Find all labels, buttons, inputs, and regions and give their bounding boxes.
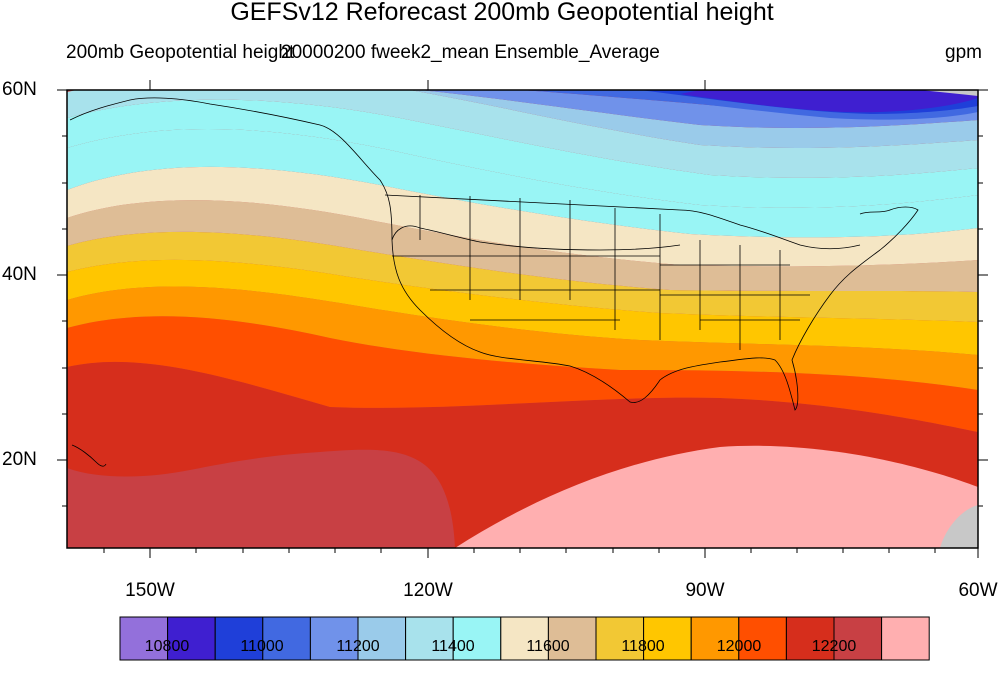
map-frame	[66, 89, 979, 549]
colorbar-tick-label: 11200	[336, 638, 380, 655]
colorbar-swatch	[214, 616, 264, 661]
band-11600	[67, 166, 978, 267]
band-11300	[67, 90, 978, 178]
band-12300-overlay	[455, 445, 978, 548]
band-11400	[67, 99, 978, 208]
colorbar-swatch	[785, 616, 835, 661]
band-12000	[67, 286, 978, 390]
colorbar-swatch	[405, 616, 454, 661]
colorbar-tick-label: 12200	[811, 638, 857, 655]
lon-label-90w: 90W	[685, 580, 725, 601]
run-subtitle: 20000200 fweek2_mean Ensemble_Average	[281, 42, 660, 63]
colorbar-swatch	[738, 616, 787, 661]
colorbar-tick-label: 11400	[431, 638, 475, 655]
lon-label-120w: 120W	[403, 580, 453, 601]
variable-subtitle: 200mb Geopotential height	[66, 42, 295, 63]
colorbar-swatch	[500, 616, 549, 661]
lon-label-60w: 60W	[958, 580, 998, 601]
lat-label-60n: 60N	[2, 79, 37, 100]
map-title: GEFSv12 Reforecast 200mb Geopotential he…	[230, 0, 774, 26]
band-11500	[67, 129, 978, 238]
colorbar-tick-label: 12000	[716, 638, 762, 655]
band-11100	[420, 90, 978, 128]
colorbar-swatch	[309, 616, 359, 661]
colorbar-swatch	[262, 616, 311, 661]
lat-label-40n: 40N	[2, 264, 37, 285]
contour-bands-upper	[67, 90, 978, 432]
trough-detail	[560, 90, 978, 120]
colorbar-swatch	[452, 616, 502, 661]
band-12200-south	[67, 449, 455, 548]
units-label: gpm	[945, 42, 982, 63]
colorbar-swatch	[881, 616, 930, 661]
colorbar-tick-label: 10800	[144, 638, 190, 655]
band-12100	[67, 316, 978, 432]
map-ticks	[57, 80, 988, 558]
colorbar-tick-label: 11600	[526, 638, 570, 655]
colorbar-swatch	[595, 616, 645, 661]
colorbar-swatch	[690, 616, 740, 661]
colorbar-tick-label: 11800	[621, 638, 665, 655]
colorbar-swatch	[643, 616, 692, 661]
band-11800	[67, 231, 978, 322]
lon-label-150w: 150W	[125, 580, 175, 601]
colorbar-swatch	[119, 616, 169, 661]
band-11200	[410, 90, 978, 148]
band-11900	[67, 259, 978, 355]
colorbar-tick-label: 11000	[240, 638, 284, 655]
coastlines	[69, 97, 919, 467]
colorbar-swatch	[547, 616, 597, 661]
colorbar	[119, 616, 930, 661]
missing-data	[920, 90, 978, 548]
band-11700	[67, 200, 978, 292]
colorbar-swatch	[357, 616, 407, 661]
lat-label-20n: 20N	[2, 449, 37, 470]
